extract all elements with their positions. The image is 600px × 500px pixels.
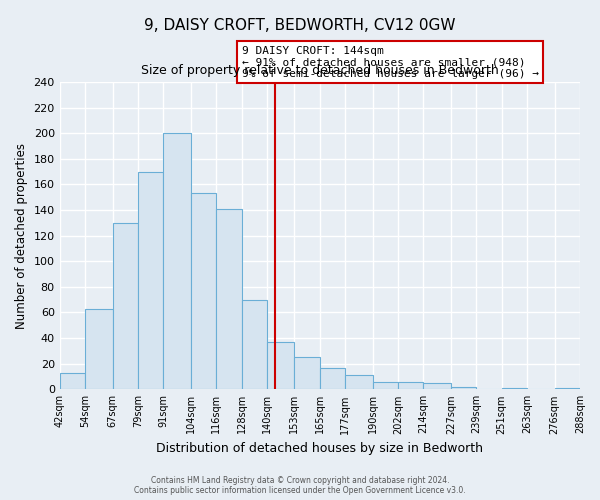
Bar bbox=[554, 388, 582, 390]
Bar bbox=[216, 209, 242, 390]
Bar bbox=[424, 383, 451, 390]
Bar bbox=[451, 386, 476, 390]
Bar bbox=[191, 194, 216, 390]
Bar bbox=[320, 368, 345, 390]
Bar bbox=[59, 372, 85, 390]
X-axis label: Distribution of detached houses by size in Bedworth: Distribution of detached houses by size … bbox=[157, 442, 484, 455]
Bar bbox=[345, 375, 373, 390]
Text: 9, DAISY CROFT, BEDWORTH, CV12 0GW: 9, DAISY CROFT, BEDWORTH, CV12 0GW bbox=[144, 18, 456, 32]
Text: Contains HM Land Registry data © Crown copyright and database right 2024.
Contai: Contains HM Land Registry data © Crown c… bbox=[134, 476, 466, 495]
Bar bbox=[138, 172, 163, 390]
Bar bbox=[242, 300, 267, 390]
Bar bbox=[85, 308, 113, 390]
Bar bbox=[373, 382, 398, 390]
Bar bbox=[502, 388, 527, 390]
Bar bbox=[267, 342, 295, 390]
Bar bbox=[163, 134, 191, 390]
Title: Size of property relative to detached houses in Bedworth: Size of property relative to detached ho… bbox=[141, 64, 499, 76]
Text: 9 DAISY CROFT: 144sqm
← 91% of detached houses are smaller (948)
9% of semi-deta: 9 DAISY CROFT: 144sqm ← 91% of detached … bbox=[242, 46, 539, 79]
Bar bbox=[398, 382, 424, 390]
Y-axis label: Number of detached properties: Number of detached properties bbox=[15, 142, 28, 328]
Bar bbox=[113, 223, 138, 390]
Bar bbox=[295, 358, 320, 390]
